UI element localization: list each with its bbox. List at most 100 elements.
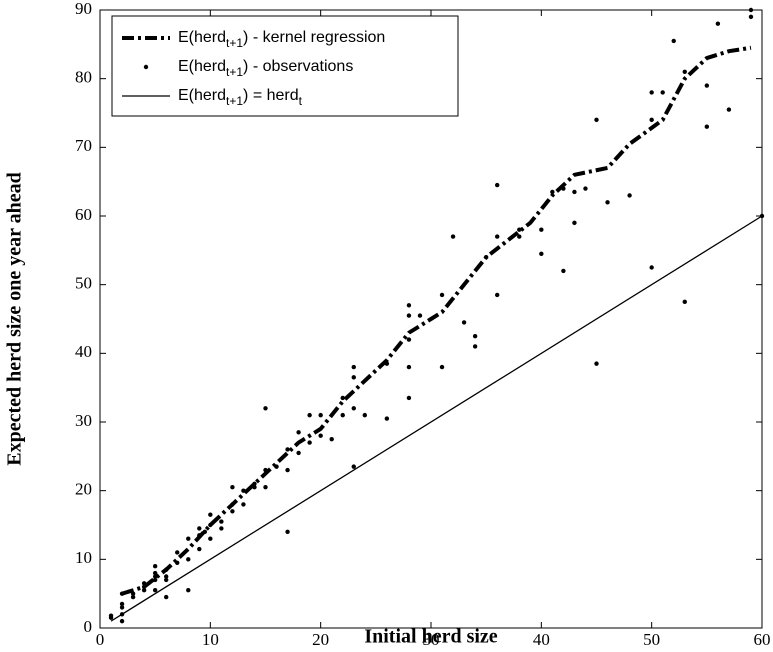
data-point	[119, 591, 125, 596]
data-point	[406, 303, 412, 308]
data-point	[318, 412, 323, 418]
data-point	[263, 467, 268, 473]
data-point	[351, 406, 356, 411]
legend-text: t+1	[226, 36, 243, 50]
data-point	[318, 433, 323, 438]
data-point	[351, 464, 356, 469]
data-point	[164, 577, 169, 583]
data-point	[649, 117, 654, 123]
data-point	[296, 430, 301, 435]
legend-text: E(herd	[178, 87, 226, 104]
legend-label: E(herdt+1) - observations	[178, 58, 353, 79]
data-point	[141, 581, 147, 586]
data-point	[252, 481, 257, 486]
y-tick-label: 90	[75, 0, 92, 18]
data-point	[152, 570, 158, 576]
y-axis-label: Expected herd size one year ahead	[4, 172, 26, 466]
legend: E(herdt+1) - kernel regressionE(herdt+1)…	[111, 15, 459, 117]
data-point	[517, 227, 522, 232]
data-point	[141, 588, 147, 593]
data-point	[230, 509, 235, 514]
data-point	[704, 124, 710, 129]
data-point	[108, 615, 114, 620]
data-point	[682, 299, 687, 305]
data-point	[649, 90, 654, 95]
y-tick-label: 20	[75, 480, 92, 499]
y-tick-label: 10	[75, 548, 92, 567]
legend-text: ) - observations	[243, 58, 353, 75]
data-point	[561, 268, 566, 274]
data-point	[704, 83, 710, 88]
data-point	[164, 594, 169, 600]
data-point	[197, 533, 202, 538]
data-point	[495, 182, 500, 188]
data-point	[252, 485, 257, 490]
data-point	[406, 313, 412, 318]
data-point	[152, 577, 158, 583]
data-point	[119, 618, 125, 624]
x-tick-label: 20	[312, 630, 329, 649]
data-point	[285, 467, 290, 473]
series-line	[121, 45, 752, 596]
data-point	[274, 464, 279, 469]
x-axis-label: Initial herd size	[364, 626, 497, 648]
data-point	[175, 560, 180, 565]
y-tick-label: 80	[75, 68, 92, 87]
legend-label: E(herdt+1) = herdt	[178, 87, 303, 108]
data-point	[461, 320, 467, 325]
data-point	[230, 502, 235, 507]
data-point	[175, 550, 180, 555]
data-point	[726, 107, 732, 112]
y-tick-label: 40	[75, 342, 92, 361]
data-point	[119, 601, 125, 607]
data-point	[351, 375, 356, 380]
legend-swatch	[143, 64, 149, 70]
data-point	[561, 186, 566, 191]
legend-text: ) = herd	[243, 87, 299, 104]
data-point	[219, 519, 224, 524]
data-point	[539, 227, 544, 232]
data-point	[186, 557, 191, 562]
data-point	[186, 588, 191, 593]
data-point	[572, 220, 577, 226]
data-point	[307, 412, 312, 418]
data-point	[197, 526, 202, 531]
data-point	[119, 605, 125, 610]
x-tick-label: 40	[533, 630, 550, 649]
data-point	[406, 364, 412, 370]
data-point	[152, 588, 158, 593]
data-point	[472, 333, 478, 339]
data-point	[340, 395, 345, 401]
data-point	[517, 234, 522, 239]
legend-text: t	[299, 94, 303, 108]
legend-text: t+1	[226, 94, 243, 108]
data-point	[130, 591, 136, 596]
data-point	[384, 361, 390, 366]
data-point	[263, 406, 268, 411]
data-point	[208, 536, 213, 541]
data-point	[439, 364, 445, 370]
data-point	[285, 529, 290, 535]
data-point	[285, 447, 290, 452]
data-point	[495, 234, 500, 239]
data-point	[340, 412, 345, 418]
data-point	[329, 436, 334, 442]
legend-text: t+1	[226, 65, 243, 79]
legend-label: E(herdt+1) - kernel regression	[178, 29, 385, 50]
data-point	[583, 186, 588, 191]
x-tick-label: 30	[423, 630, 440, 649]
data-point	[472, 344, 478, 349]
y-tick-label: 30	[75, 411, 92, 430]
series-line	[110, 215, 763, 622]
data-point	[197, 546, 202, 552]
data-point	[241, 488, 246, 493]
data-point	[241, 502, 246, 507]
data-point	[384, 416, 390, 421]
data-point	[594, 361, 599, 366]
y-tick-label: 70	[75, 136, 92, 155]
legend-box	[111, 15, 459, 117]
data-point	[439, 292, 445, 298]
y-tick-label: 0	[84, 617, 93, 636]
data-point	[208, 512, 213, 517]
data-point	[362, 412, 367, 418]
